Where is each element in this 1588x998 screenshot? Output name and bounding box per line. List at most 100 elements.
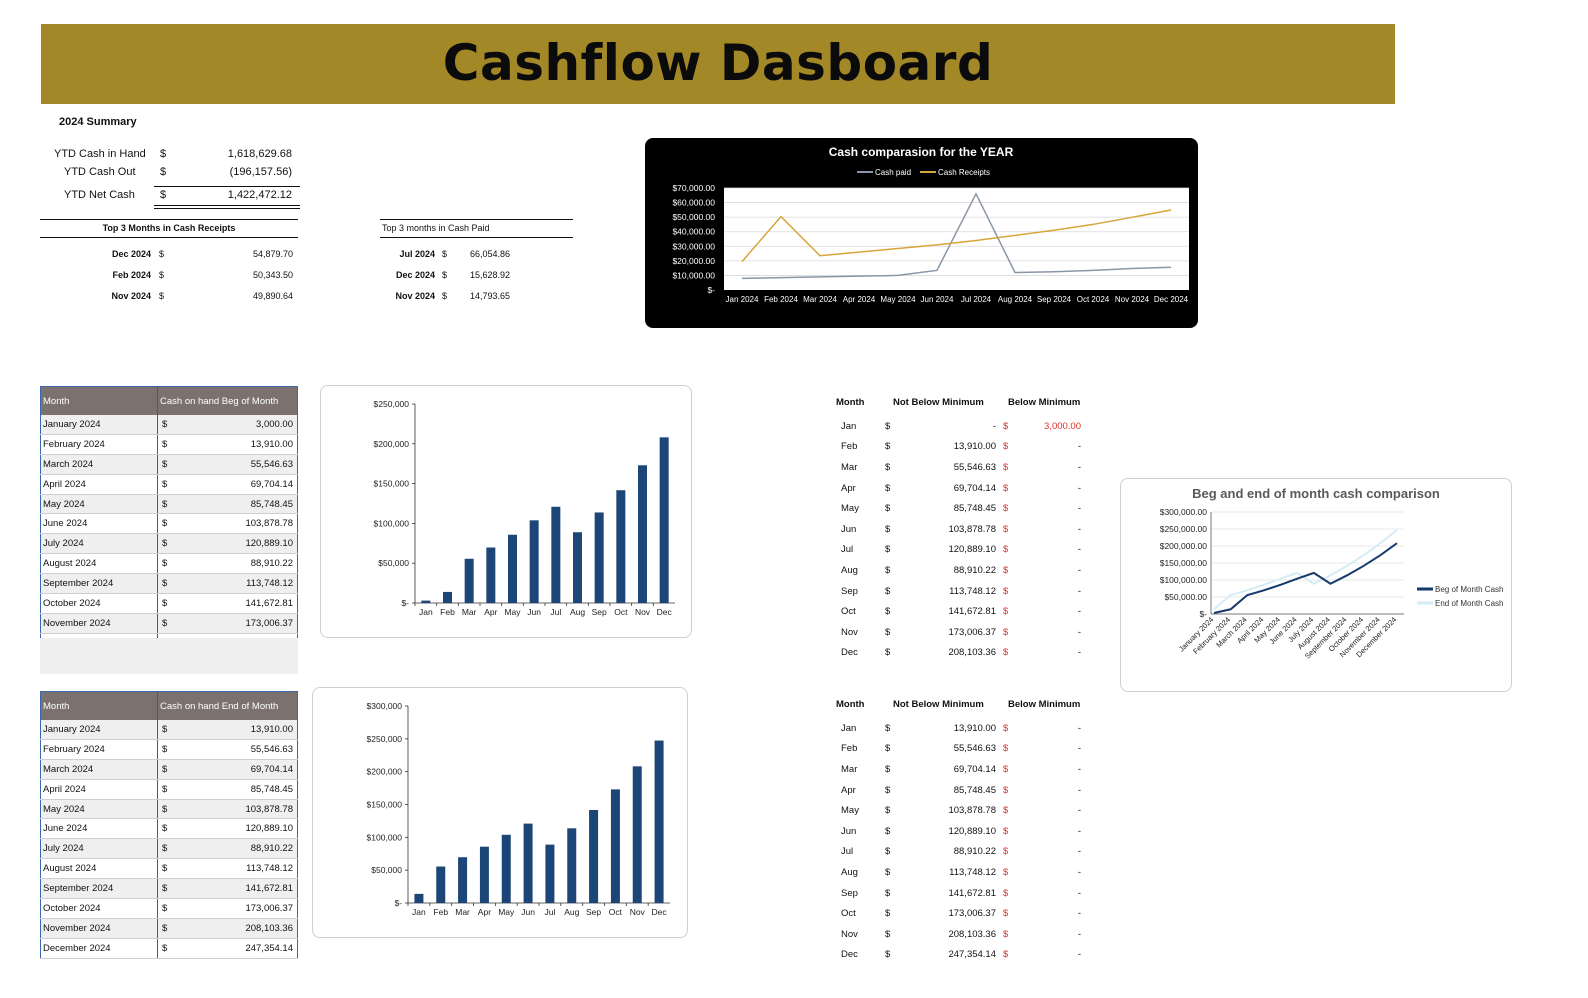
month-cell: Jun [841,825,857,837]
month-cell: June 2024 [40,513,158,535]
amount-cell: 85,748.45 [176,494,298,515]
summary-currency: $ [160,166,167,178]
beg-month-bar-chart[interactable]: $- $50,000 $100,000 $150,000 $200,000 $250,00… [320,385,692,638]
top-month: Nov 2024 [395,291,435,301]
currency-cell: $ [885,482,891,494]
currency-cell: $ [157,759,176,780]
table-row: Feb $13,910.00 $ - [835,437,1095,458]
table-row: May $85,748.45 $ - [835,498,1095,519]
amount-cell: 13,910.00 [176,434,298,455]
x-tick-label: Mar [455,907,470,917]
x-tick-label: Jun 2024 [921,295,954,304]
table-row: Jul $88,910.22 $ - [835,842,1095,863]
summary-label: YTD Net Cash [64,189,135,201]
month-cell: Jun [841,523,857,535]
x-tick-label: Jul [550,607,561,617]
month-cell: Jan [841,420,857,432]
not-below-cell: 55,546.63 [953,461,996,473]
table-row: October 2024 $173,006.37 [40,898,298,919]
month-cell: February 2024 [40,434,158,455]
table-row: Apr $85,748.45 $ - [835,780,1095,801]
table-row: Apr $69,704.14 $ - [835,478,1095,499]
top-receipts-list: Dec 2024 $ 54,879.70 Feb 2024 $ 50,343.5… [40,249,298,312]
table-row: Oct $141,672.81 $ - [835,601,1095,622]
table-header: Month [40,386,158,415]
not-below-cell: 247,354.14 [948,949,996,961]
not-below-cell: 120,889.10 [948,825,996,837]
table-row: January 2024 $3,000.00 [40,415,298,435]
y-tick-label: $- [401,598,409,608]
table-row: Mar $69,704.14 $ - [835,759,1095,780]
month-cell: February 2024 [40,739,158,760]
list-item: Nov 2024 $ 49,890.64 [40,291,298,312]
y-tick-label: $50,000.00 [672,212,715,222]
x-tick-label: Nov 2024 [1115,295,1150,304]
x-tick-label: Jan [412,907,426,917]
top-value: 49,890.64 [252,291,293,301]
top-value: 54,879.70 [252,249,293,259]
currency-cell: $ [157,613,176,634]
series-line [1213,529,1398,611]
chart-title: Beg and end of month cash comparison [1192,486,1440,501]
beg-end-line-chart[interactable]: Beg and end of month cash comparison Beg… [1120,478,1512,692]
month-cell: Oct [841,908,856,920]
x-tick-label: Jun [527,607,541,617]
month-cell: September 2024 [40,878,158,900]
currency-cell: $ [157,858,176,880]
summary-currency: $ [160,148,167,160]
end-month-bar-chart[interactable]: $- $50,000 $100,000 $150,000 $200,000 $250,00… [312,687,688,938]
cash-comparison-chart[interactable]: Cash comparasion for the YEAR Cash paid … [645,138,1198,328]
x-tick-label: May [498,907,515,917]
month-cell: Sep [841,585,858,597]
y-tick-label: $100,000 [367,832,403,842]
end-month-table: Month Cash on hand End of Month January … [40,691,298,959]
currency-cell: $ [157,938,176,959]
month-cell: January 2024 [40,415,158,435]
below-cell: - [1077,523,1081,535]
table-row: Oct $173,006.37 $ - [835,903,1095,924]
below-cell: - [1077,825,1081,837]
amount-cell: 120,889.10 [176,533,298,555]
line-chart-svg: Beg and end of month cash comparison Beg… [1160,486,1504,661]
top-receipts-heading: Top 3 Months in Cash Receipts [102,223,236,233]
not-below-cell: 173,006.37 [948,908,996,920]
currency-cell-red: $ [1003,420,1009,432]
top-month: Feb 2024 [112,270,151,280]
currency-cell-red: $ [1003,626,1009,638]
below-cell: 3,000.00 [1044,420,1081,432]
table-row: Feb $55,546.63 $ - [835,739,1095,760]
x-tick-label: Feb 2024 [764,295,798,304]
month-cell: June 2024 [40,818,158,840]
amount-cell: 247,354.14 [176,938,298,959]
y-tick-label: $- [1199,609,1207,619]
y-tick-label: $250,000 [367,734,403,744]
table-row: November 2024 $173,006.37 [40,613,298,634]
month-cell: March 2024 [40,759,158,780]
amount-cell: 55,546.63 [176,739,298,760]
below-cell: - [1077,606,1081,618]
y-tick-label: $50,000 [378,558,409,568]
currency-cell: $ [885,928,891,940]
y-tick-label: $200,000 [367,767,403,777]
top-month: Dec 2024 [111,249,151,259]
table-filler [40,638,298,674]
amount-cell: 173,006.37 [176,613,298,634]
currency-cell: $ [157,818,176,840]
summary-value: 1,422,472.12 [227,189,292,201]
x-tick-label: Oct [609,907,623,917]
table-row: July 2024 $120,889.10 [40,533,298,555]
currency-cell: $ [157,898,176,919]
currency-cell-red: $ [1003,763,1009,775]
bar [443,591,452,603]
y-tick-label: $20,000.00 [672,256,715,266]
currency-cell: $ [885,564,891,576]
summary-value: 1,618,629.68 [227,148,292,160]
below-cell: - [1077,585,1081,597]
currency-cell: $ [157,779,176,800]
bar [567,828,577,903]
currency-cell: $ [157,474,176,495]
table-row: Jan $ - $3,000.00 [835,416,1095,437]
top-currency: $ [159,291,165,301]
not-below-cell: 208,103.36 [948,928,996,940]
y-tick-label: $40,000.00 [672,227,715,237]
